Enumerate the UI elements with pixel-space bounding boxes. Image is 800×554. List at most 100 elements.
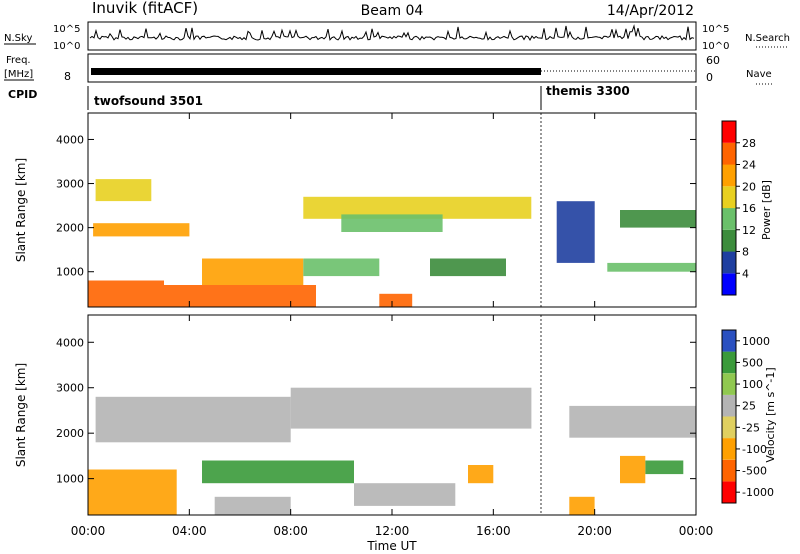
velocity-panel: 1000 2000 3000 4000 Slant Range [km]	[14, 314, 697, 516]
velocity-band-0	[88, 469, 177, 515]
freq-trace	[91, 68, 541, 75]
freq-tick: 8	[64, 70, 71, 83]
power-colorbar-label-4: 20	[742, 180, 756, 193]
time-tick-label-3: 12:00	[375, 524, 410, 538]
velocity-colorbar-cell-1	[722, 459, 736, 482]
power-band-3	[93, 223, 190, 237]
time-tick-label-2: 08:00	[273, 524, 308, 538]
freq-label-line1: Freq.	[6, 55, 31, 66]
velocity-ylabel: Slant Range [km]	[14, 363, 28, 467]
power-colorbar-cell-4	[722, 186, 736, 209]
velocity-band-9	[620, 455, 646, 484]
power-yticks: 1000 2000 3000 4000	[56, 133, 696, 279]
velocity-band-10	[569, 496, 595, 515]
nsky-trace	[89, 24, 695, 42]
velocity-band-6	[468, 465, 494, 484]
velocity-colorbar-label: Velocity [m s^-1]	[764, 367, 777, 462]
nsearch-label: N.Search	[745, 33, 790, 44]
velocity-ytick-label-1: 2000	[56, 427, 84, 440]
date-title: 14/Apr/2012	[607, 3, 694, 19]
velocity-colorbar-cell-4	[722, 394, 736, 417]
power-band-2	[202, 258, 304, 285]
velocity-colorbar-cell-7	[722, 330, 736, 352]
nsky-tick-bottom: 10^0	[53, 41, 80, 52]
power-colorbar-cell-3	[722, 208, 736, 230]
velocity-band-4	[290, 387, 532, 429]
freq-strip-frame	[87, 53, 697, 83]
nave-tick-top: 60	[706, 54, 720, 67]
velocity-colorbar-cell-3	[722, 416, 736, 439]
power-ylabel: Slant Range [km]	[14, 158, 28, 262]
power-ytick-label-1: 2000	[56, 222, 84, 235]
cpid-segment-themis: themis 3300	[546, 84, 630, 98]
velocity-colorbar-label-7: -1000	[742, 486, 774, 499]
power-colorbar-cell-0	[722, 273, 736, 296]
time-tick-label-6: 00:00	[679, 524, 714, 538]
velocity-colorbar-label-6: -500	[742, 465, 767, 478]
nsearch-tick-bottom: 10^0	[702, 41, 729, 52]
velocity-ytick-label-2: 3000	[56, 382, 84, 395]
power-band-11	[620, 210, 696, 228]
power-band-12	[607, 262, 696, 272]
velocity-band-2	[214, 496, 291, 515]
time-tick-label-4: 16:00	[476, 524, 511, 538]
station-title: Inuvik (fitACF)	[92, 0, 198, 17]
velocity-colorbar-frame	[721, 329, 737, 504]
time-tick-label-5: 20:00	[577, 524, 612, 538]
velocity-yticks: 1000 2000 3000 4000	[56, 336, 696, 486]
nsky-label: N.Sky	[4, 33, 32, 44]
power-band-10	[556, 201, 595, 263]
power-colorbar-label-6: 28	[742, 137, 756, 150]
velocity-colorbar-cell-5	[722, 373, 736, 395]
power-band-8	[379, 293, 413, 307]
velocity-colorbar-label-4: -25	[742, 421, 760, 434]
velocity-colorbar-label-5: -100	[742, 443, 767, 456]
power-xticks	[87, 113, 697, 307]
velocity-band-1	[202, 460, 354, 484]
velocity-xticks	[87, 315, 697, 515]
velocity-colorbar-label-1: 500	[742, 356, 763, 369]
time-tick-label-0: 00:00	[71, 524, 106, 538]
power-colorbar: 4 8 12 16 20 24 28	[721, 120, 756, 296]
freq-label-line2: [MHz]	[4, 69, 33, 80]
power-band-4	[95, 179, 152, 202]
time-tick-label-1: 04:00	[172, 524, 207, 538]
time-axis-labels: 00:00 04:00 08:00 12:00 16:00 20:00 00:00	[71, 524, 714, 538]
power-colorbar-cell-6	[722, 142, 736, 165]
velocity-band-5	[354, 483, 456, 506]
velocity-colorbar-cell-0	[722, 481, 736, 503]
power-colorbar-cell-5	[722, 164, 736, 187]
power-band-9	[430, 258, 506, 277]
nsky-line	[89, 24, 695, 42]
power-colorbar-label-0: 4	[742, 267, 749, 280]
power-band-5	[303, 258, 380, 277]
velocity-ytick-label-3: 4000	[56, 336, 84, 349]
power-band-1	[164, 285, 316, 307]
velocity-bands	[88, 387, 696, 515]
velocity-colorbar-label-3: 25	[742, 400, 756, 413]
power-colorbar-label-1: 8	[742, 246, 749, 259]
power-colorbar-label-2: 12	[742, 224, 756, 237]
power-band-0	[88, 280, 164, 307]
velocity-band-3	[95, 396, 291, 443]
power-colorbar-cell-2	[722, 229, 736, 252]
velocity-colorbar-label-2: 100	[742, 378, 763, 391]
power-colorbar-label-5: 24	[742, 159, 756, 172]
power-ytick-label-3: 4000	[56, 133, 84, 146]
nsky-strip-frame	[87, 21, 697, 51]
velocity-colorbar-label-0: 1000	[742, 335, 770, 348]
velocity-colorbar-cell-2	[722, 438, 736, 460]
velocity-band-7	[569, 405, 696, 438]
beam-title: Beam 04	[361, 3, 424, 19]
nsearch-tick-top: 10^5	[702, 24, 729, 35]
power-panel: 1000 2000 3000 4000 Slant Range [km]	[14, 112, 697, 308]
power-colorbar-label: Power [dB]	[760, 180, 773, 240]
power-band-7	[341, 214, 443, 232]
nsky-tick-top: 10^5	[53, 24, 80, 35]
time-axis-title: Time UT	[366, 539, 417, 553]
velocity-ytick-label-0: 1000	[56, 473, 84, 486]
power-ytick-label-0: 1000	[56, 266, 84, 279]
nave-label: Nave	[746, 69, 772, 80]
nave-tick-bottom: 0	[706, 71, 713, 84]
